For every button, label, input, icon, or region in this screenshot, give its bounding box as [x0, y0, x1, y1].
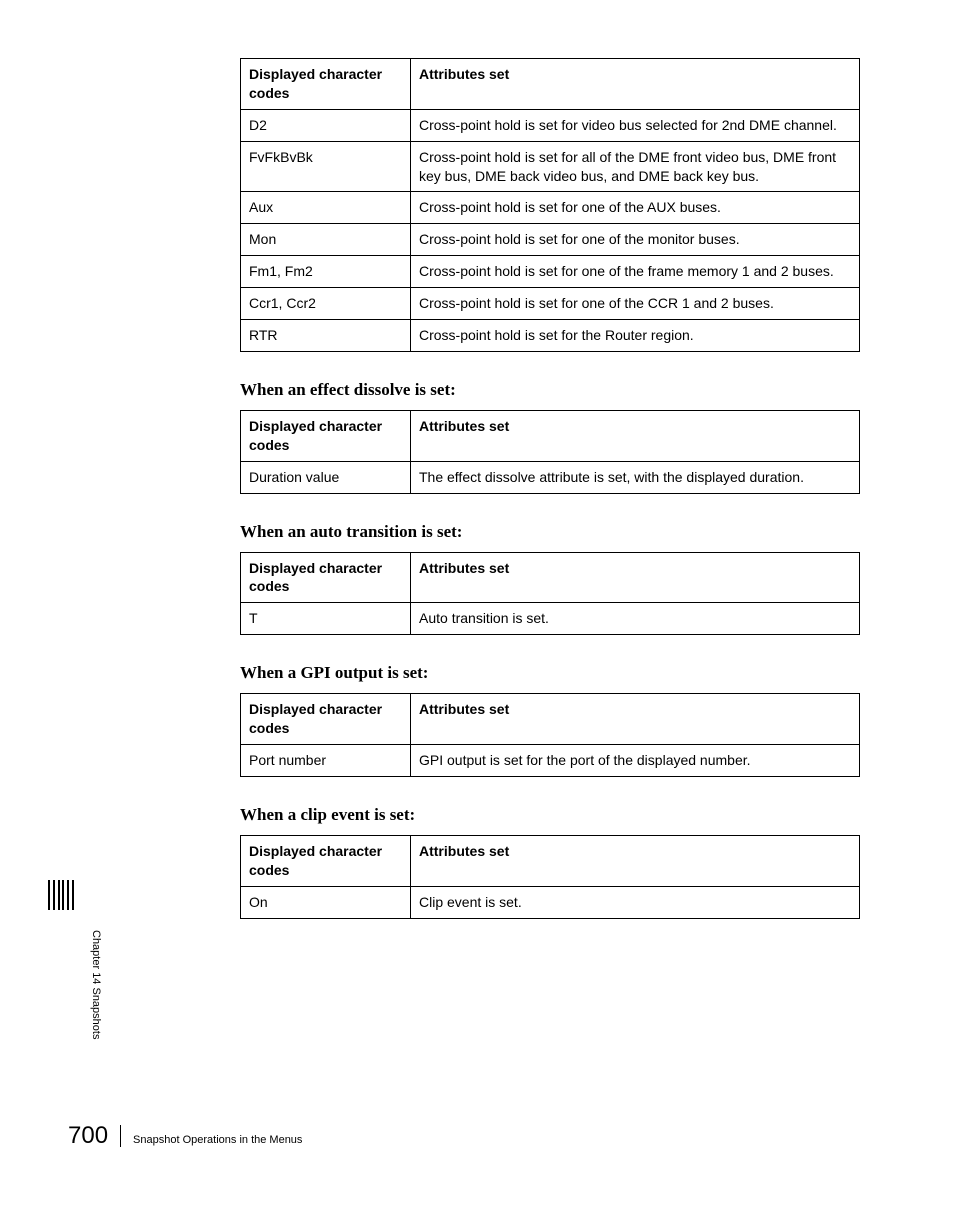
table-row: Ccr1, Ccr2Cross-point hold is set for on… — [241, 288, 860, 320]
col-header-codes: Displayed character codes — [241, 410, 411, 461]
table-row: AuxCross-point hold is set for one of th… — [241, 192, 860, 224]
cell-code: Port number — [241, 745, 411, 777]
cell-code: Duration value — [241, 461, 411, 493]
col-header-attributes: Attributes set — [411, 835, 860, 886]
col-header-attributes: Attributes set — [411, 552, 860, 603]
table-row: FvFkBvBkCross-point hold is set for all … — [241, 141, 860, 192]
cell-code: FvFkBvBk — [241, 141, 411, 192]
cell-attr: Cross-point hold is set for one of the m… — [411, 224, 860, 256]
cell-code: D2 — [241, 109, 411, 141]
table-row: Fm1, Fm2Cross-point hold is set for one … — [241, 256, 860, 288]
cell-code: Mon — [241, 224, 411, 256]
col-header-attributes: Attributes set — [411, 59, 860, 110]
table-header-row: Displayed character codes Attributes set — [241, 552, 860, 603]
col-header-codes: Displayed character codes — [241, 552, 411, 603]
cell-attr: GPI output is set for the port of the di… — [411, 745, 860, 777]
table-header-row: Displayed character codes Attributes set — [241, 694, 860, 745]
col-header-codes: Displayed character codes — [241, 835, 411, 886]
table-effect-dissolve: Displayed character codes Attributes set… — [240, 410, 860, 494]
cell-attr: Auto transition is set. — [411, 603, 860, 635]
col-header-attributes: Attributes set — [411, 410, 860, 461]
heading-clip-event: When a clip event is set: — [240, 805, 860, 825]
cell-attr: Clip event is set. — [411, 886, 860, 918]
table-row: RTRCross-point hold is set for the Route… — [241, 320, 860, 352]
cell-code: Ccr1, Ccr2 — [241, 288, 411, 320]
cell-attr: Cross-point hold is set for video bus se… — [411, 109, 860, 141]
table-row: OnClip event is set. — [241, 886, 860, 918]
col-header-codes: Displayed character codes — [241, 59, 411, 110]
table-gpi-output: Displayed character codes Attributes set… — [240, 693, 860, 777]
cell-attr: Cross-point hold is set for one of the A… — [411, 192, 860, 224]
table-row: Port numberGPI output is set for the por… — [241, 745, 860, 777]
heading-gpi-output: When a GPI output is set: — [240, 663, 860, 683]
table-header-row: Displayed character codes Attributes set — [241, 59, 860, 110]
cell-code: On — [241, 886, 411, 918]
cell-code: T — [241, 603, 411, 635]
footer-section-title: Snapshot Operations in the Menus — [133, 1134, 302, 1146]
table-row: MonCross-point hold is set for one of th… — [241, 224, 860, 256]
margin-bars-icon — [48, 880, 74, 910]
cell-code: Fm1, Fm2 — [241, 256, 411, 288]
cell-attr: Cross-point hold is set for all of the D… — [411, 141, 860, 192]
heading-effect-dissolve: When an effect dissolve is set: — [240, 380, 860, 400]
cell-attr: Cross-point hold is set for one of the C… — [411, 288, 860, 320]
cell-attr: The effect dissolve attribute is set, wi… — [411, 461, 860, 493]
page-number: 700 — [68, 1122, 108, 1150]
heading-auto-transition: When an auto transition is set: — [240, 522, 860, 542]
chapter-side-label: Chapter 14 Snapshots — [90, 930, 102, 1039]
cell-attr: Cross-point hold is set for the Router r… — [411, 320, 860, 352]
table-row: TAuto transition is set. — [241, 603, 860, 635]
cell-attr: Cross-point hold is set for one of the f… — [411, 256, 860, 288]
table-cross-point-hold: Displayed character codes Attributes set… — [240, 58, 860, 352]
col-header-codes: Displayed character codes — [241, 694, 411, 745]
table-row: D2Cross-point hold is set for video bus … — [241, 109, 860, 141]
cell-code: RTR — [241, 320, 411, 352]
table-header-row: Displayed character codes Attributes set — [241, 410, 860, 461]
col-header-attributes: Attributes set — [411, 694, 860, 745]
table-clip-event: Displayed character codes Attributes set… — [240, 835, 860, 919]
cell-code: Aux — [241, 192, 411, 224]
table-header-row: Displayed character codes Attributes set — [241, 835, 860, 886]
footer-divider — [120, 1125, 121, 1147]
table-row: Duration valueThe effect dissolve attrib… — [241, 461, 860, 493]
page-footer: 700 Snapshot Operations in the Menus — [68, 1122, 302, 1150]
table-auto-transition: Displayed character codes Attributes set… — [240, 552, 860, 636]
